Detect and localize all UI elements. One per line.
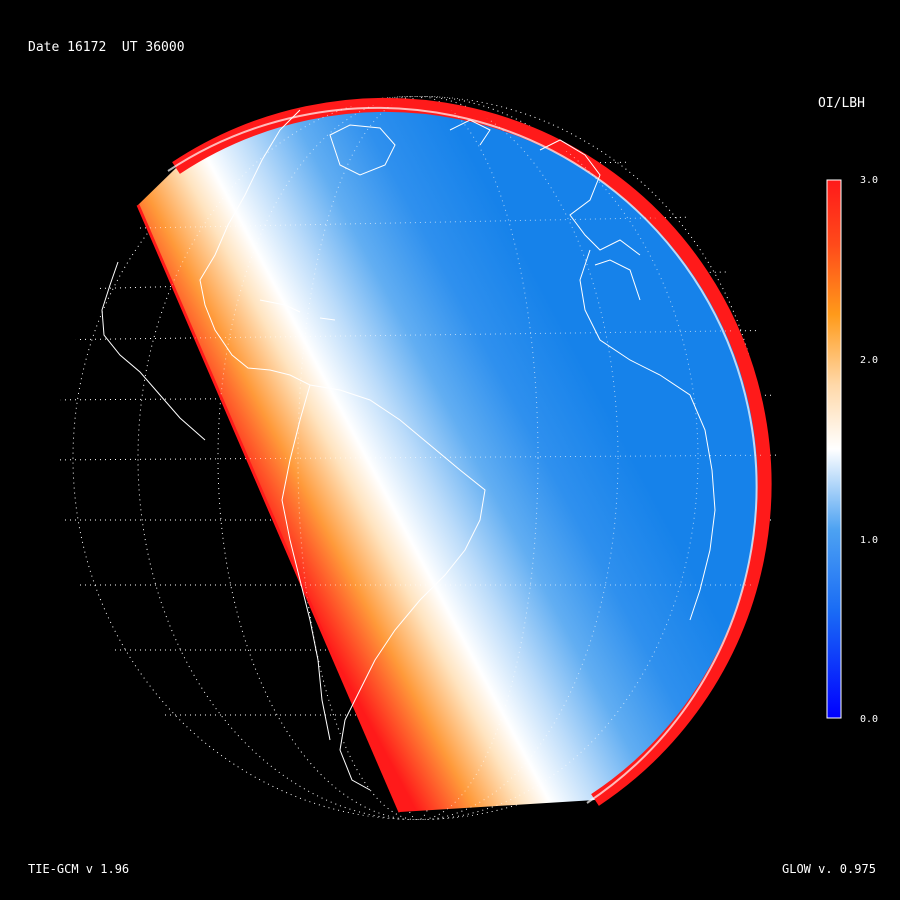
colorbar-tick-label: 1.0 (860, 535, 878, 546)
model-version-label: TIE-GCM v 1.96 (28, 862, 130, 876)
colorbar-gradient (826, 179, 842, 719)
colorbar-tick-label: 0.0 (860, 714, 878, 725)
colorbar-tick-label: 3.0 (860, 175, 878, 186)
date-ut-label: Date 16172 UT 36000 (28, 40, 185, 55)
colorbar: 3.0 2.0 1.0 0.0 (826, 175, 878, 725)
colorbar-tick-label: 2.0 (860, 355, 878, 366)
coastlines (101, 109, 716, 791)
glow-version-label: GLOW v. 0.975 (782, 862, 876, 876)
colorbar-title: OI/LBH (818, 96, 865, 111)
